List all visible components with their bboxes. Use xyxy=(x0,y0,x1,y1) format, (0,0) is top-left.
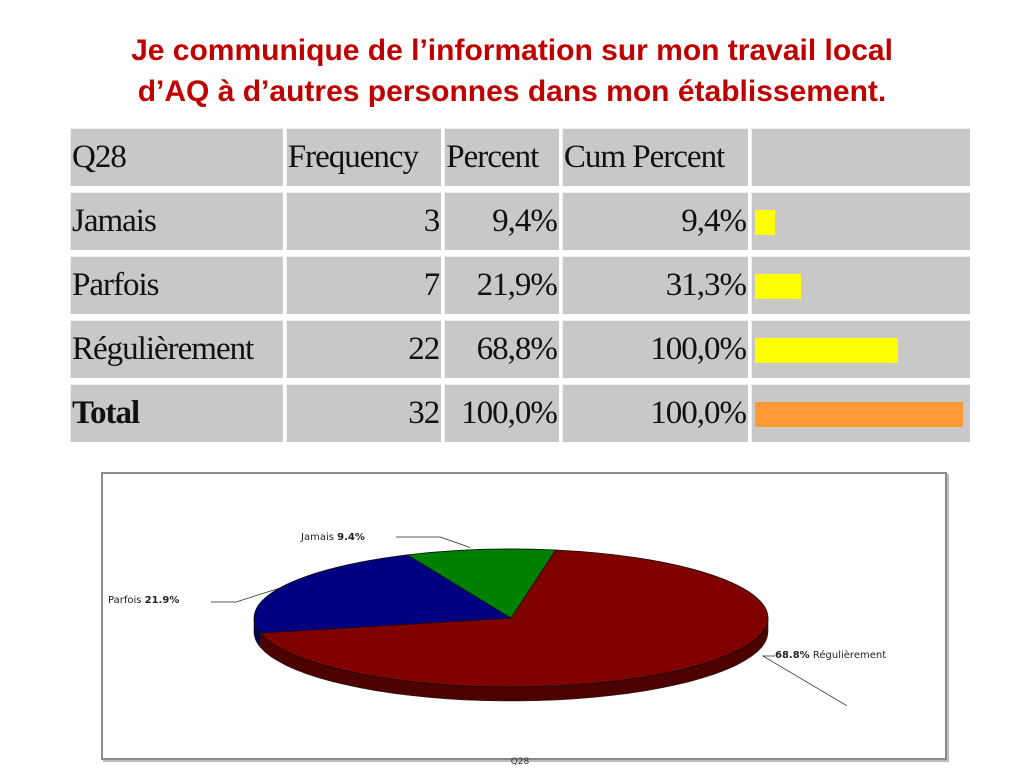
row-bar-cell xyxy=(751,384,970,442)
row-frequency: 32 xyxy=(285,384,442,442)
pie-label-régulièrement: 68.8% Régulièrement xyxy=(775,650,886,661)
leader-line-régulièrement xyxy=(761,655,847,706)
pie-chart-frame: Jamais 9.4% Parfois 21.9% 68.8% Régulièrem… xyxy=(101,472,947,760)
table-row: Jamais 3 9,4% 9,4% xyxy=(70,192,970,250)
row-cum-percent: 100,0% xyxy=(561,384,749,442)
bar-jamais xyxy=(755,210,776,235)
row-label: Jamais xyxy=(70,192,283,250)
pie-label-name: Jamais xyxy=(301,532,334,543)
pie-slice-jamais xyxy=(406,548,557,619)
pie-label-jamais: Jamais 9.4% xyxy=(301,532,365,543)
leader-line-jamais xyxy=(396,536,471,548)
bar-parfois xyxy=(755,274,802,299)
table-row: Parfois 7 21,9% 31,3% xyxy=(70,256,970,314)
table-row: Régulièrement 22 68,8% 100,0% xyxy=(70,320,970,378)
table-row-total: Total 32 100,0% 100,0% xyxy=(70,384,970,442)
row-cum-percent: 9,4% xyxy=(561,192,749,250)
leader-line-parfois xyxy=(211,586,284,603)
row-percent: 68,8% xyxy=(444,320,559,378)
header-frequency: Frequency xyxy=(285,128,442,186)
frequency-table: Q28 Frequency Percent Cum Percent Jamais… xyxy=(67,122,973,448)
row-cum-percent: 100,0% xyxy=(561,320,749,378)
row-label: Parfois xyxy=(70,256,283,314)
row-percent: 9,4% xyxy=(444,192,559,250)
row-bar-cell xyxy=(751,320,970,378)
frequency-table-panel: Q28 Frequency Percent Cum Percent Jamais… xyxy=(67,125,973,465)
row-frequency: 3 xyxy=(285,192,442,250)
pie-label-name: Parfois xyxy=(108,595,142,606)
pie-label-value: 21.9% xyxy=(144,595,180,606)
row-label: Régulièrement xyxy=(70,320,283,378)
title-line-1: Je communique de l’information sur mon t… xyxy=(131,34,893,67)
row-cum-percent: 31,3% xyxy=(561,256,749,314)
row-frequency: 7 xyxy=(285,256,442,314)
header-cum-percent: Cum Percent xyxy=(561,128,749,186)
row-frequency: 22 xyxy=(285,320,442,378)
pie-slice-parfois xyxy=(253,554,513,634)
title-line-2: d’AQ à d’autres personnes dans mon établ… xyxy=(137,75,887,108)
row-bar-cell xyxy=(751,192,970,250)
header-q28: Q28 xyxy=(70,128,283,186)
bar-total xyxy=(755,402,964,427)
row-percent: 21,9% xyxy=(444,256,559,314)
header-percent: Percent xyxy=(444,128,559,186)
pie-label-name: Régulièrement xyxy=(812,650,887,661)
pie-slice-régulièrement xyxy=(259,549,769,688)
pie-label-value: 9.4% xyxy=(337,532,365,543)
bar-regulierement xyxy=(755,338,899,363)
slide-title: Je communique de l’information sur mon t… xyxy=(40,30,984,112)
pie-label-parfois: Parfois 21.9% xyxy=(108,595,179,606)
row-percent: 100,0% xyxy=(444,384,559,442)
table-header-row: Q28 Frequency Percent Cum Percent xyxy=(70,128,970,186)
row-bar-cell xyxy=(751,256,970,314)
pie-chart xyxy=(211,536,847,706)
pie-label-value: 68.8% xyxy=(775,650,810,661)
row-label: Total xyxy=(70,384,283,442)
pie-caption: Q28 xyxy=(510,757,530,767)
header-bar xyxy=(751,128,970,186)
